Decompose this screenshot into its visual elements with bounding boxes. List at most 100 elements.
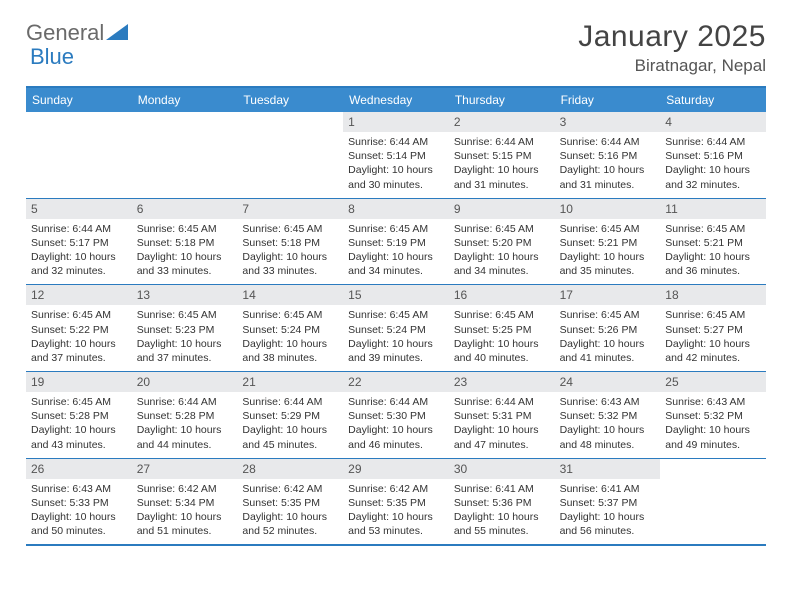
day-cell: 27Sunrise: 6:42 AMSunset: 5:34 PMDayligh… xyxy=(132,459,238,545)
date-number: 5 xyxy=(26,199,132,219)
day-detail: Sunrise: 6:45 AMSunset: 5:24 PMDaylight:… xyxy=(345,308,447,365)
date-number: 26 xyxy=(26,459,132,479)
date-number: 14 xyxy=(237,285,343,305)
daylight-text: Daylight: 10 hours and 34 minutes. xyxy=(348,250,444,278)
day-detail: Sunrise: 6:45 AMSunset: 5:18 PMDaylight:… xyxy=(239,222,341,279)
date-number: 7 xyxy=(237,199,343,219)
daylight-text: Daylight: 10 hours and 32 minutes. xyxy=(665,163,761,191)
sunset-text: Sunset: 5:22 PM xyxy=(31,323,127,337)
sunrise-text: Sunrise: 6:44 AM xyxy=(348,395,444,409)
location: Biratnagar, Nepal xyxy=(578,56,766,76)
date-number: 28 xyxy=(237,459,343,479)
day-detail: Sunrise: 6:45 AMSunset: 5:28 PMDaylight:… xyxy=(28,395,130,452)
sunrise-text: Sunrise: 6:44 AM xyxy=(454,395,550,409)
day-cell: 12 Sunrise: 6:45 AMSunset: 5:22 PMDayligh… xyxy=(26,285,132,371)
day-detail: Sunrise: 6:45 AMSunset: 5:22 PMDaylight:… xyxy=(28,308,130,365)
sunset-text: Sunset: 5:18 PM xyxy=(137,236,233,250)
sunrise-text: Sunrise: 6:44 AM xyxy=(665,135,761,149)
day-cell: 5Sunrise: 6:44 AMSunset: 5:17 PMDaylight… xyxy=(26,199,132,285)
sunset-text: Sunset: 5:30 PM xyxy=(348,409,444,423)
daylight-text: Daylight: 10 hours and 36 minutes. xyxy=(665,250,761,278)
day-detail: Sunrise: 6:45 AMSunset: 5:19 PMDaylight:… xyxy=(345,222,447,279)
sunset-text: Sunset: 5:25 PM xyxy=(454,323,550,337)
daylight-text: Daylight: 10 hours and 31 minutes. xyxy=(560,163,656,191)
sunrise-text: Sunrise: 6:45 AM xyxy=(31,395,127,409)
sunrise-text: Sunrise: 6:41 AM xyxy=(454,482,550,496)
day-header-monday: Monday xyxy=(132,88,238,112)
day-detail: Sunrise: 6:44 AMSunset: 5:16 PMDaylight:… xyxy=(557,135,659,192)
daylight-text: Daylight: 10 hours and 40 minutes. xyxy=(454,337,550,365)
day-cell: 20Sunrise: 6:44 AMSunset: 5:28 PMDayligh… xyxy=(132,372,238,458)
date-number: 12 xyxy=(26,285,132,305)
day-detail: Sunrise: 6:42 AMSunset: 5:35 PMDaylight:… xyxy=(345,482,447,539)
daylight-text: Daylight: 10 hours and 43 minutes. xyxy=(31,423,127,451)
day-cell: 31Sunrise: 6:41 AMSunset: 5:37 PMDayligh… xyxy=(555,459,661,545)
sunset-text: Sunset: 5:19 PM xyxy=(348,236,444,250)
daylight-text: Daylight: 10 hours and 56 minutes. xyxy=(560,510,656,538)
date-number: 20 xyxy=(132,372,238,392)
sunset-text: Sunset: 5:34 PM xyxy=(137,496,233,510)
day-detail: Sunrise: 6:43 AMSunset: 5:32 PMDaylight:… xyxy=(662,395,764,452)
day-cell: 25Sunrise: 6:43 AMSunset: 5:32 PMDayligh… xyxy=(660,372,766,458)
sunrise-text: Sunrise: 6:41 AM xyxy=(560,482,656,496)
week-row: 26Sunrise: 6:43 AMSunset: 5:33 PMDayligh… xyxy=(26,459,766,547)
sunrise-text: Sunrise: 6:45 AM xyxy=(560,308,656,322)
sunset-text: Sunset: 5:21 PM xyxy=(560,236,656,250)
sunrise-text: Sunrise: 6:45 AM xyxy=(560,222,656,236)
date-number: 21 xyxy=(237,372,343,392)
day-cell xyxy=(660,459,766,545)
sunset-text: Sunset: 5:14 PM xyxy=(348,149,444,163)
sunset-text: Sunset: 5:35 PM xyxy=(242,496,338,510)
sunrise-text: Sunrise: 6:45 AM xyxy=(137,222,233,236)
day-cell: 22Sunrise: 6:44 AMSunset: 5:30 PMDayligh… xyxy=(343,372,449,458)
day-cell: 4Sunrise: 6:44 AMSunset: 5:16 PMDaylight… xyxy=(660,112,766,198)
day-cell: 6Sunrise: 6:45 AMSunset: 5:18 PMDaylight… xyxy=(132,199,238,285)
week-row: 5Sunrise: 6:44 AMSunset: 5:17 PMDaylight… xyxy=(26,199,766,286)
day-detail: Sunrise: 6:45 AMSunset: 5:26 PMDaylight:… xyxy=(557,308,659,365)
day-cell: 14 Sunrise: 6:45 AMSunset: 5:24 PMDayligh… xyxy=(237,285,343,371)
logo: General xyxy=(26,20,130,46)
logo-text-2: Blue xyxy=(30,44,74,70)
date-number: 30 xyxy=(449,459,555,479)
daylight-text: Daylight: 10 hours and 33 minutes. xyxy=(137,250,233,278)
daylight-text: Daylight: 10 hours and 47 minutes. xyxy=(454,423,550,451)
logo-triangle-icon xyxy=(106,24,128,42)
daylight-text: Daylight: 10 hours and 55 minutes. xyxy=(454,510,550,538)
day-header-friday: Friday xyxy=(555,88,661,112)
day-detail: Sunrise: 6:44 AMSunset: 5:16 PMDaylight:… xyxy=(662,135,764,192)
day-cell: 13 Sunrise: 6:45 AMSunset: 5:23 PMDayligh… xyxy=(132,285,238,371)
daylight-text: Daylight: 10 hours and 45 minutes. xyxy=(242,423,338,451)
date-number: 13 xyxy=(132,285,238,305)
day-cell: 18Sunrise: 6:45 AMSunset: 5:27 PMDayligh… xyxy=(660,285,766,371)
sunrise-text: Sunrise: 6:43 AM xyxy=(560,395,656,409)
day-cell: 24Sunrise: 6:43 AMSunset: 5:32 PMDayligh… xyxy=(555,372,661,458)
day-cell: 23 Sunrise: 6:44 AMSunset: 5:31 PMDayligh… xyxy=(449,372,555,458)
daylight-text: Daylight: 10 hours and 37 minutes. xyxy=(137,337,233,365)
date-number: 1 xyxy=(343,112,449,132)
day-detail: Sunrise: 6:44 AMSunset: 5:31 PMDaylight:… xyxy=(451,395,553,452)
day-cell xyxy=(237,112,343,198)
sunrise-text: Sunrise: 6:44 AM xyxy=(454,135,550,149)
day-detail: Sunrise: 6:44 AMSunset: 5:15 PMDaylight:… xyxy=(451,135,553,192)
day-cell xyxy=(132,112,238,198)
day-detail: Sunrise: 6:45 AMSunset: 5:23 PMDaylight:… xyxy=(134,308,236,365)
sunrise-text: Sunrise: 6:44 AM xyxy=(31,222,127,236)
week-row: 19Sunrise: 6:45 AMSunset: 5:28 PMDayligh… xyxy=(26,372,766,459)
date-number: 15 xyxy=(343,285,449,305)
sunrise-text: Sunrise: 6:45 AM xyxy=(348,308,444,322)
sunrise-text: Sunrise: 6:45 AM xyxy=(137,308,233,322)
sunset-text: Sunset: 5:28 PM xyxy=(137,409,233,423)
day-detail: Sunrise: 6:44 AMSunset: 5:30 PMDaylight:… xyxy=(345,395,447,452)
week-row: 1 Sunrise: 6:44 AM Sunset: 5:14 PM Daylight… xyxy=(26,112,766,199)
sunset-text: Sunset: 5:35 PM xyxy=(348,496,444,510)
day-detail: Sunrise: 6:45 AMSunset: 5:24 PMDaylight:… xyxy=(239,308,341,365)
sunset-text: Sunset: 5:33 PM xyxy=(31,496,127,510)
sunset-text: Sunset: 5:16 PM xyxy=(560,149,656,163)
daylight-text: Daylight: 10 hours and 38 minutes. xyxy=(242,337,338,365)
sunrise-text: Sunrise: 6:44 AM xyxy=(560,135,656,149)
daylight-text: Daylight: 10 hours and 37 minutes. xyxy=(31,337,127,365)
date-number: 23 xyxy=(449,372,555,392)
sunrise-text: Sunrise: 6:42 AM xyxy=(348,482,444,496)
day-detail: Sunrise: 6:42 AMSunset: 5:35 PMDaylight:… xyxy=(239,482,341,539)
day-cell: 8Sunrise: 6:45 AMSunset: 5:19 PMDaylight… xyxy=(343,199,449,285)
